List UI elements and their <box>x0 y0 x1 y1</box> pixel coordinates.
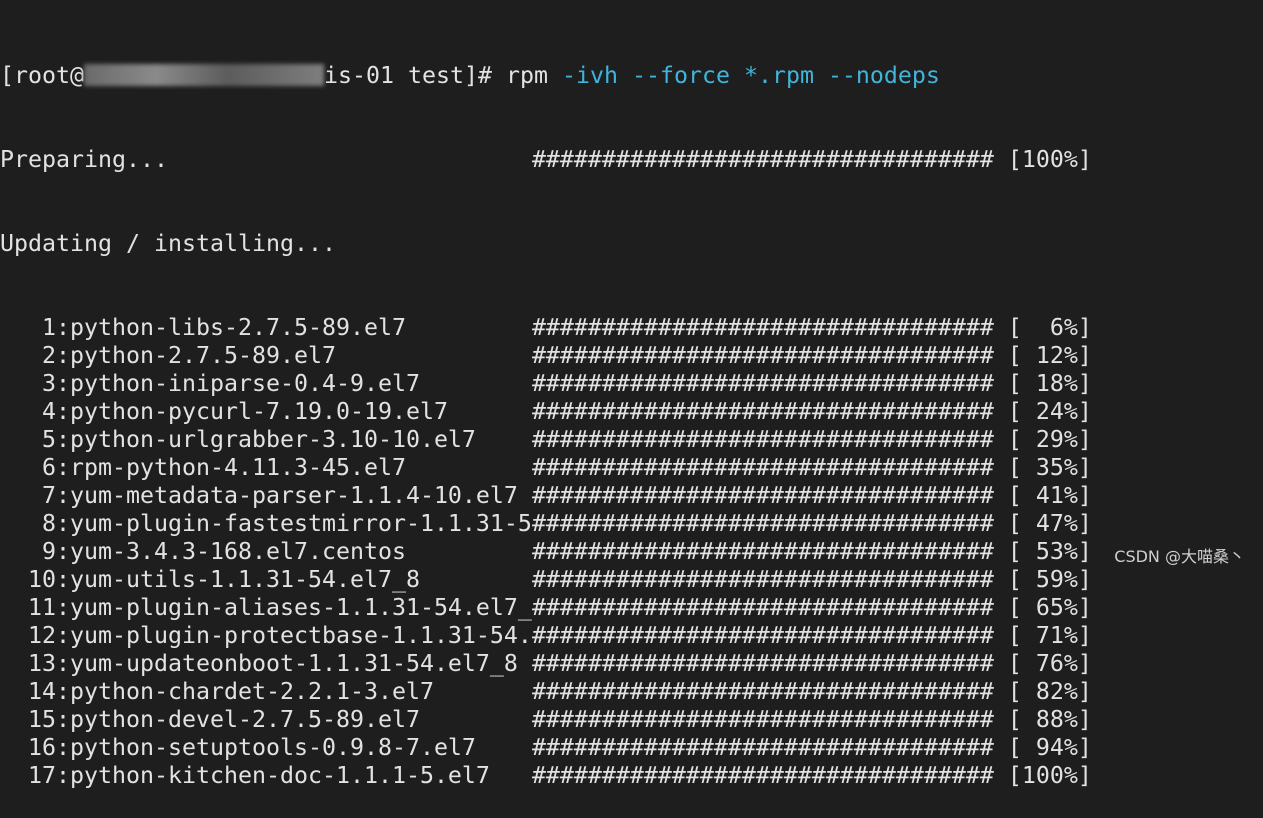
preparing-line: Preparing... ###########################… <box>0 146 1092 173</box>
row-number: 11: <box>0 594 70 621</box>
progress-percent: 65% <box>1035 594 1078 621</box>
row-number: 14: <box>0 678 70 705</box>
row-number: 3: <box>0 370 70 397</box>
progress-bar: ################################# <box>531 146 994 173</box>
install-row: 13:yum-updateonboot-1.1.31-54.el7_8 ####… <box>0 650 1092 677</box>
prompt-line: [root@ is-01 test]# rpm -ivh --force *.rp… <box>0 62 1092 90</box>
progress-bar: ################################# <box>531 538 994 565</box>
progress-percent: 29% <box>1035 426 1078 453</box>
package-name: yum-updateonboot-1.1.31-54.el7_8 <box>70 650 518 677</box>
progress-bar: ################################# <box>531 566 994 593</box>
package-name: python-2.7.5-89.el7 <box>70 342 336 369</box>
terminal-output[interactable]: [root@ is-01 test]# rpm -ivh --force *.rp… <box>0 6 1092 818</box>
install-row: 2:python-2.7.5-89.el7 ##################… <box>0 342 1092 369</box>
progress-percent: 24% <box>1035 398 1078 425</box>
package-name: yum-plugin-fastestmirror-1.1.31-5 <box>70 510 532 537</box>
progress-bar: ################################# <box>531 398 994 425</box>
progress-bar: ################################# <box>531 734 994 761</box>
progress-percent: 18% <box>1035 370 1078 397</box>
progress-percent: 100% <box>1021 146 1078 173</box>
install-row: 17:python-kitchen-doc-1.1.1-5.el7 ######… <box>0 762 1092 789</box>
row-number: 13: <box>0 650 70 677</box>
command-args: -ivh --force *.rpm --nodeps <box>547 62 940 89</box>
progress-bar: ################################# <box>531 482 994 509</box>
install-row: 15:python-devel-2.7.5-89.el7 ###########… <box>0 706 1092 733</box>
progress-percent: 76% <box>1035 650 1078 677</box>
prompt-host: is-01 test]# <box>324 62 506 89</box>
row-number: 1: <box>0 314 70 341</box>
progress-percent: 12% <box>1035 342 1078 369</box>
command: rpm <box>505 62 548 89</box>
progress-percent: 59% <box>1035 566 1078 593</box>
row-number: 12: <box>0 622 70 649</box>
install-row: 5:python-urlgrabber-3.10-10.el7 ########… <box>0 426 1092 453</box>
progress-bar: ################################# <box>531 650 994 677</box>
install-row: 7:yum-metadata-parser-1.1.4-10.el7 #####… <box>0 482 1092 509</box>
progress-bar: ################################# <box>531 510 994 537</box>
row-number: 7: <box>0 482 70 509</box>
progress-percent: 88% <box>1035 706 1078 733</box>
progress-bar: ################################# <box>531 314 994 341</box>
row-number: 17: <box>0 762 70 789</box>
progress-bar: ################################# <box>531 342 994 369</box>
progress-bar: ################################# <box>531 426 994 453</box>
progress-percent: 35% <box>1035 454 1078 481</box>
progress-bar: ################################# <box>531 594 994 621</box>
progress-bar: ################################# <box>531 454 994 481</box>
redacted-hostname <box>84 64 324 86</box>
preparing-label: Preparing... <box>0 146 168 173</box>
package-name: python-kitchen-doc-1.1.1-5.el7 <box>70 762 490 789</box>
install-row: 6:rpm-python-4.11.3-45.el7 #############… <box>0 454 1092 481</box>
install-row: 3:python-iniparse-0.4-9.el7 ############… <box>0 370 1092 397</box>
progress-percent: 6% <box>1049 314 1078 341</box>
row-number: 9: <box>0 538 70 565</box>
package-name: python-pycurl-7.19.0-19.el7 <box>70 398 448 425</box>
progress-percent: 100% <box>1021 762 1078 789</box>
package-name: rpm-python-4.11.3-45.el7 <box>70 454 406 481</box>
progress-bar: ################################# <box>531 370 994 397</box>
install-row: 10:yum-utils-1.1.31-54.el7_8 ###########… <box>0 566 1092 593</box>
package-name: python-libs-2.7.5-89.el7 <box>70 314 406 341</box>
row-number: 16: <box>0 734 70 761</box>
progress-percent: 47% <box>1035 510 1078 537</box>
install-row: 8:yum-plugin-fastestmirror-1.1.31-5#####… <box>0 510 1092 537</box>
package-name: python-urlgrabber-3.10-10.el7 <box>70 426 476 453</box>
install-row: 11:yum-plugin-aliases-1.1.31-54.el7_####… <box>0 594 1092 621</box>
install-row: 16:python-setuptools-0.9.8-7.el7 #######… <box>0 734 1092 761</box>
install-row: 1:python-libs-2.7.5-89.el7 #############… <box>0 314 1092 341</box>
row-number: 15: <box>0 706 70 733</box>
package-name: yum-plugin-aliases-1.1.31-54.el7_ <box>70 594 532 621</box>
install-row: 9:yum-3.4.3-168.el7.centos #############… <box>0 538 1092 565</box>
row-number: 8: <box>0 510 70 537</box>
prompt-user: [root@ <box>0 62 84 89</box>
watermark: CSDN @大喵桑丶 <box>1114 547 1245 566</box>
row-number: 4: <box>0 398 70 425</box>
progress-percent: 53% <box>1035 538 1078 565</box>
package-name: python-chardet-2.2.1-3.el7 <box>70 678 434 705</box>
updating-line: Updating / installing... <box>0 230 336 257</box>
row-number: 2: <box>0 342 70 369</box>
progress-bar: ################################# <box>531 678 994 705</box>
progress-bar: ################################# <box>531 762 994 789</box>
package-name: yum-metadata-parser-1.1.4-10.el7 <box>70 482 518 509</box>
row-number: 10: <box>0 566 70 593</box>
progress-bar: ################################# <box>531 622 994 649</box>
row-number: 6: <box>0 454 70 481</box>
install-row: 4:python-pycurl-7.19.0-19.el7 ##########… <box>0 398 1092 425</box>
progress-bar: ################################# <box>531 706 994 733</box>
package-name: python-iniparse-0.4-9.el7 <box>70 370 420 397</box>
package-name: yum-utils-1.1.31-54.el7_8 <box>70 566 420 593</box>
install-row: 12:yum-plugin-protectbase-1.1.31-54.####… <box>0 622 1092 649</box>
package-name: yum-3.4.3-168.el7.centos <box>70 538 406 565</box>
progress-percent: 82% <box>1035 678 1078 705</box>
progress-percent: 94% <box>1035 734 1078 761</box>
package-name: python-devel-2.7.5-89.el7 <box>70 706 420 733</box>
package-name: python-setuptools-0.9.8-7.el7 <box>70 734 476 761</box>
progress-percent: 41% <box>1035 482 1078 509</box>
install-row: 14:python-chardet-2.2.1-3.el7 ##########… <box>0 678 1092 705</box>
row-number: 5: <box>0 426 70 453</box>
progress-percent: 71% <box>1035 622 1078 649</box>
package-name: yum-plugin-protectbase-1.1.31-54. <box>70 622 532 649</box>
